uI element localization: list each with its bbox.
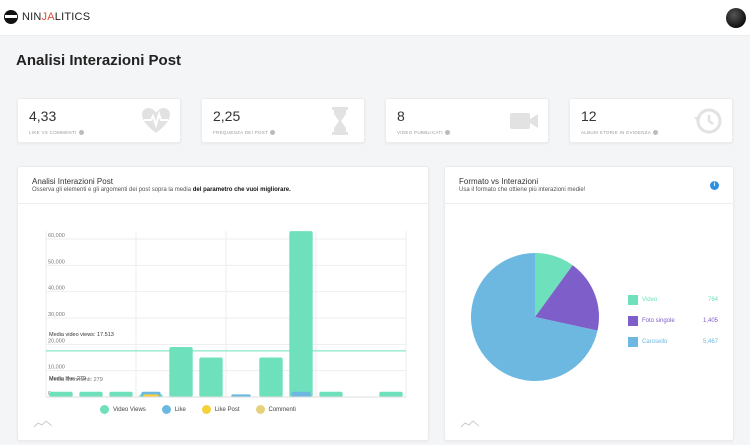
divider [18,203,428,204]
pie-slice-carosello[interactable] [471,253,598,381]
sparkline-icon [461,420,479,428]
legend-label: Carosello [642,339,668,345]
card-subtitle: Osserva gli elementi e gli argomenti dei… [32,187,291,193]
kpi-label: Like vs commenti [29,130,84,136]
heartbeat-icon [142,108,170,133]
y-tick-label: 50,000 [48,259,65,265]
legend-label: Foto singole [642,318,675,324]
legend-label[interactable]: Video Views [113,406,146,413]
bar-video-views[interactable] [49,391,73,397]
info-icon[interactable] [444,130,450,136]
page-title: Analisi Interazioni Post [16,52,182,69]
bar-video-views[interactable] [379,391,403,397]
card-title: Analisi Interazioni Post [32,177,113,186]
hourglass-icon [332,107,348,135]
kpi-card-like-vs-commenti: 4,33 Like vs commenti [17,98,181,143]
info-icon[interactable]: i [710,181,719,190]
bar-like-post[interactable] [143,394,159,397]
bar-video-views[interactable] [259,357,283,398]
y-tick-label: 30,000 [48,312,65,318]
kpi-value: 8 [397,108,405,124]
bar-video-views[interactable] [289,231,313,397]
legend-value: 1,405 [702,318,718,324]
legend-label[interactable]: Like [174,406,186,413]
bar-like[interactable] [231,394,251,397]
kpi-card-album-storie: 12 Album storie in evidenza [569,98,733,143]
kpi-card-frequenza-post: 2,25 Frequenza dei post [201,98,365,143]
kpi-value: 2,25 [213,108,241,124]
legend-label: Video [642,297,658,303]
legend-swatch-video-views [100,405,109,414]
legend-swatch-commenti [255,405,265,414]
interactions-chart-card: Analisi Interazioni Post Osserva gli ele… [17,166,429,441]
info-icon[interactable] [653,130,659,136]
legend-swatch [628,295,638,305]
pie-legend-item[interactable]: Carosello 5,467 [628,337,718,347]
legend-swatch-like [161,405,171,414]
legend-label[interactable]: Commenti [268,406,296,413]
sparkline-icon [34,420,52,428]
y-tick-label: 40,000 [48,286,65,292]
bar-video-views[interactable] [199,357,223,398]
y-tick-label: 10,000 [48,365,65,371]
bar-video-views[interactable] [319,391,343,397]
kpi-value: 12 [581,108,597,124]
pie-legend-item[interactable]: Video 764 [628,295,718,305]
annotation-label: Media like: 279 [49,376,86,382]
bar-like[interactable] [291,391,311,397]
bar-chart-legend: Video Views Like Like Post Commenti [100,405,296,414]
legend-swatch-like-post [201,405,211,414]
pie-slice-video[interactable] [535,253,573,317]
legend-value: 5,467 [702,339,718,345]
legend-label[interactable]: Like Post [214,406,240,413]
top-bar: NINJALITICS [0,0,750,36]
kpi-value: 4,33 [29,108,57,124]
legend-swatch [628,316,638,326]
divider [445,203,733,204]
user-avatar[interactable] [726,8,746,28]
bar-chart[interactable]: 60,00050,00040,00030,00020,00010,0000Med… [18,207,430,415]
kpi-label: Video pubblicati [397,130,450,136]
app-logo[interactable]: NINJALITICS [4,10,90,24]
video-camera-icon [510,113,538,129]
pie-slice-foto-singole[interactable] [535,265,599,331]
kpi-card-video-pubblicati: 8 Video pubblicati [385,98,549,143]
y-tick-label: 20,000 [48,338,65,344]
history-icon [694,108,722,134]
bar-video-views[interactable] [79,391,103,397]
pie-legend-item[interactable]: Foto singole 1,405 [628,316,718,326]
legend-swatch [628,337,638,347]
kpi-label: Frequenza dei post [213,130,276,136]
brand-name: NINJALITICS [22,11,91,23]
card-title: Formato vs Interazioni [459,177,539,186]
y-tick-label: 60,000 [48,233,65,239]
bar-video-views[interactable] [169,346,193,397]
info-icon[interactable] [78,130,84,136]
format-vs-interactions-card: Formato vs Interazioni Usa il formato ch… [444,166,734,441]
kpi-label: Album storie in evidenza [581,130,659,136]
annotation-label: Media Commenti: 279 [49,377,103,383]
bar-video-views[interactable] [109,391,133,397]
pie-chart[interactable] [465,247,605,387]
info-icon[interactable] [270,130,276,136]
card-subtitle: Usa il formato che ottiene più interazio… [459,187,586,193]
annotation-label: Media video views: 17.513 [49,332,114,338]
ninja-logo-icon [4,10,18,24]
legend-value: 764 [707,297,718,303]
